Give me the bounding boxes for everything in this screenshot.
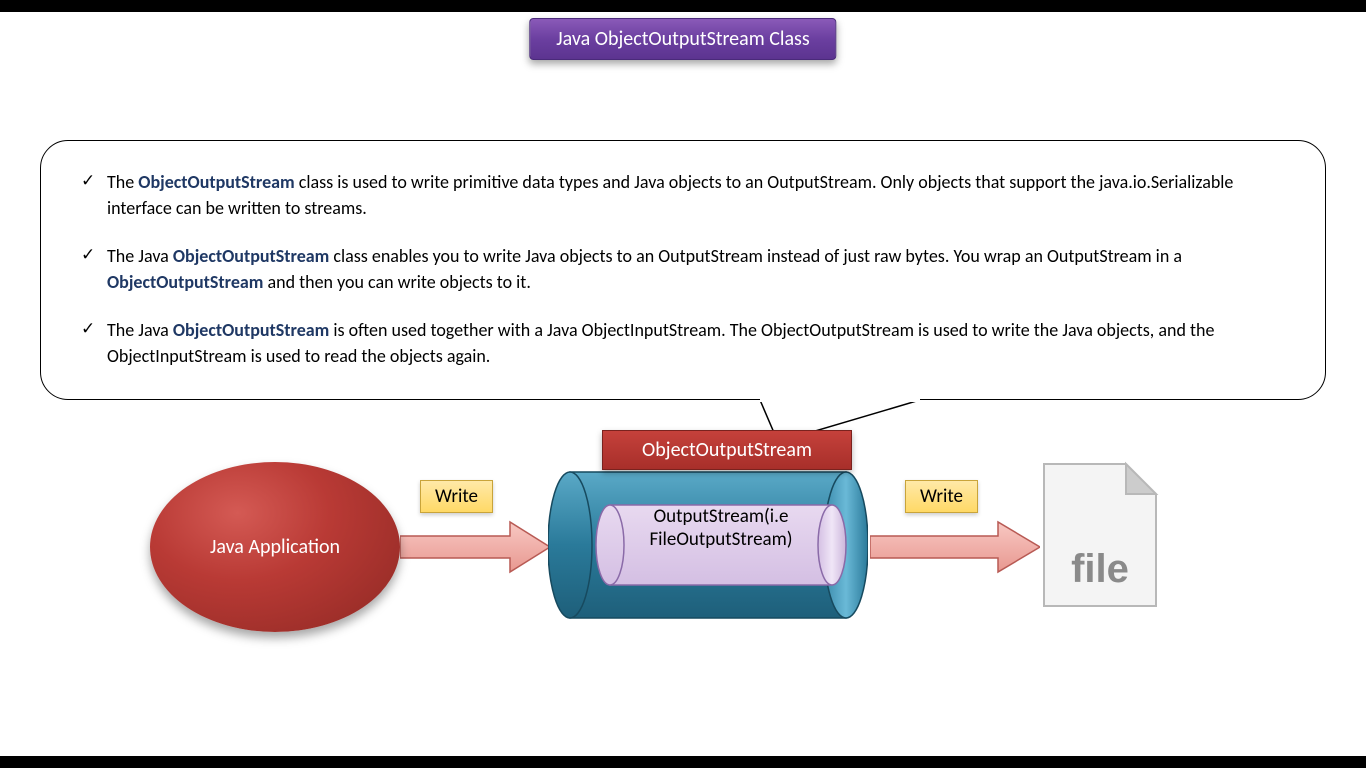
oos-label: ObjectOutputStream bbox=[602, 430, 852, 470]
top-bar bbox=[0, 0, 1366, 12]
arrow-write-2 bbox=[870, 520, 1040, 574]
arrow-write-1 bbox=[400, 520, 550, 574]
bullet-3: The Java ObjectOutputStream is often use… bbox=[81, 317, 1285, 369]
bullet-1: The ObjectOutputStream class is used to … bbox=[81, 169, 1285, 221]
inner-cylinder-label: OutputStream(i.e FileOutputStream) bbox=[616, 506, 826, 552]
file-icon: file bbox=[1040, 460, 1160, 610]
java-app-node: Java Application bbox=[150, 462, 400, 632]
edge-label-write-1: Write bbox=[420, 480, 493, 513]
bottom-bar bbox=[0, 756, 1366, 768]
bullet-2: The Java ObjectOutputStream class enable… bbox=[81, 243, 1285, 295]
description-callout: The ObjectOutputStream class is used to … bbox=[40, 140, 1326, 400]
page-title: Java ObjectOutputStream Class bbox=[529, 18, 836, 60]
edge-label-write-2: Write bbox=[905, 480, 978, 513]
flow-diagram: OutputStream(i.e FileOutputStream) Objec… bbox=[0, 430, 1366, 690]
svg-text:file: file bbox=[1071, 547, 1129, 591]
